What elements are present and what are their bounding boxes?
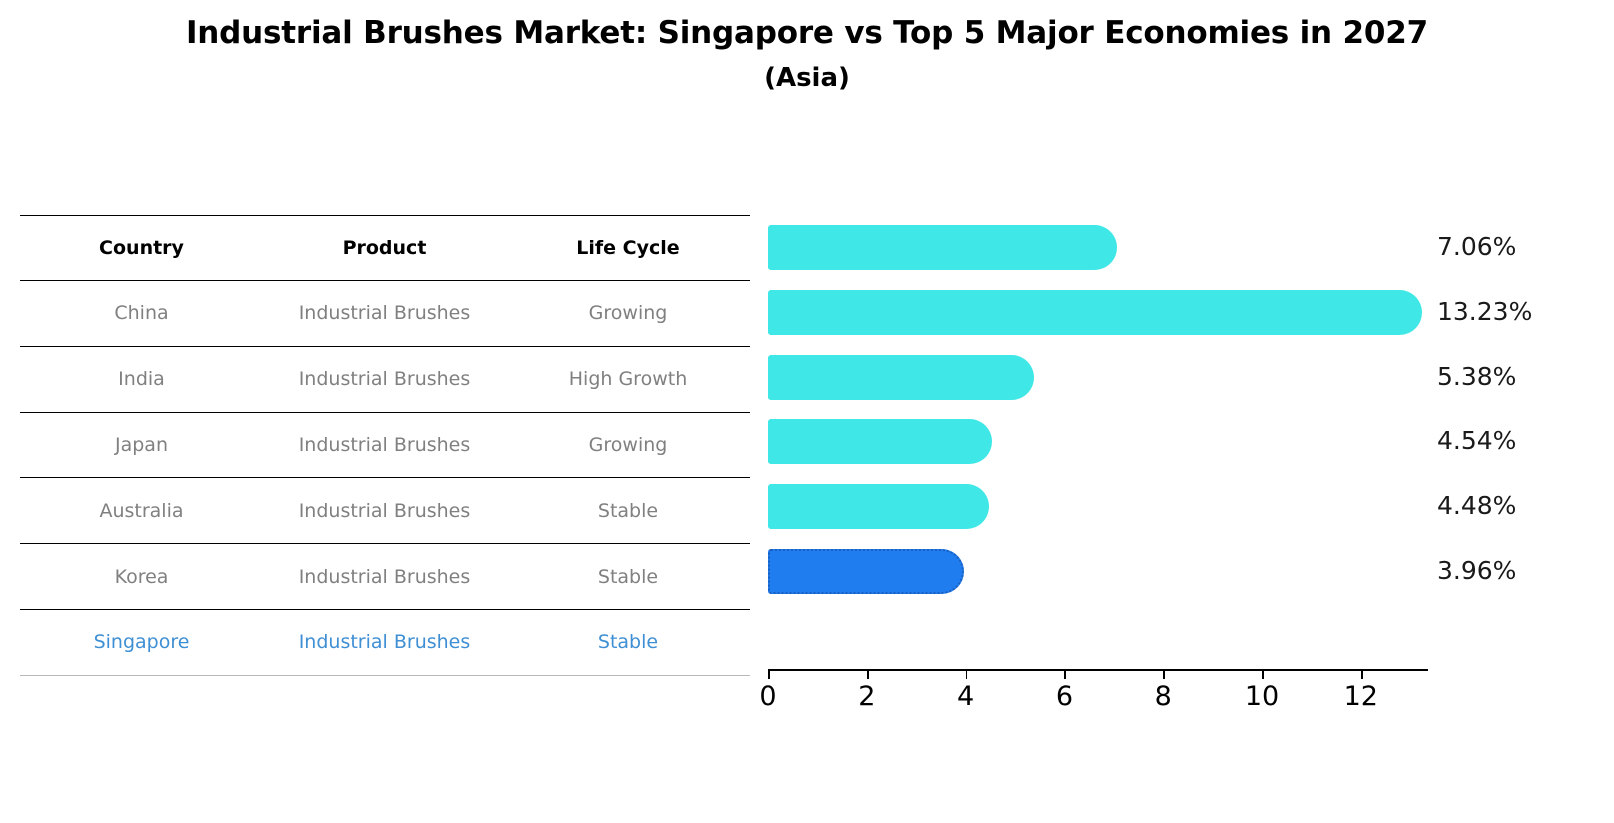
cell-product: Industrial Brushes <box>263 346 506 413</box>
bar-india[interactable] <box>768 289 1422 335</box>
x-axis-tick-label: 0 <box>759 681 777 712</box>
cell-product: Industrial Brushes <box>263 543 506 610</box>
cell-country: Japan <box>20 412 263 479</box>
bar-row: 4.48% <box>768 474 1516 539</box>
x-axis-tick-label: 6 <box>1055 681 1073 712</box>
bar-value-label: 7.06% <box>1437 232 1517 261</box>
cell-life-cycle: Stable <box>506 543 750 610</box>
x-axis-tick <box>1360 671 1363 679</box>
cell-life-cycle: Growing <box>506 280 750 347</box>
cell-country: Australia <box>20 477 263 545</box>
x-axis-tick <box>1064 671 1067 679</box>
market-table: Country Product Life Cycle China Industri… <box>20 215 750 676</box>
plot-area: 7.06% 13.23% 5.38% 4.54% 4.48% 3.96% <box>768 215 1532 669</box>
bar-japan[interactable] <box>768 354 1034 400</box>
table-header: Country Product Life Cycle <box>20 215 750 281</box>
bar-korea[interactable] <box>768 484 990 530</box>
cell-country: Singapore <box>20 609 263 676</box>
bar-value-label: 5.38% <box>1437 361 1517 391</box>
cell-product: Industrial Brushes <box>263 609 506 676</box>
table-header-row: Country Product Life Cycle <box>20 215 750 281</box>
x-axis-tick-label: 10 <box>1244 681 1280 712</box>
x-axis-tick-label: 2 <box>858 681 876 712</box>
table-row: Korea Industrial Brushes Stable <box>20 543 750 610</box>
chart-title-block: Industrial Brushes Market: Singapore vs … <box>0 10 1614 100</box>
x-axis-tick-label: 12 <box>1343 681 1378 712</box>
cell-life-cycle: Stable <box>506 609 750 676</box>
cell-product: Industrial Brushes <box>263 412 506 479</box>
cell-product: Industrial Brushes <box>263 280 506 347</box>
bar-value-label: 4.54% <box>1437 426 1517 456</box>
cell-product: Industrial Brushes <box>263 477 506 545</box>
table-body: China Industrial Brushes Growing India Indus… <box>20 280 750 676</box>
column-header-product: Product <box>263 215 506 281</box>
column-header-country: Country <box>20 215 263 281</box>
chart-title-line-1: Industrial Brushes Market: Singapore vs … <box>185 15 1429 51</box>
table-row: Singapore Industrial Brushes Stable <box>20 609 750 676</box>
bar-china[interactable] <box>768 225 1117 270</box>
cell-country: Korea <box>20 543 263 610</box>
bar-value-label: 13.23% <box>1437 296 1533 326</box>
table-row: Japan Industrial Brushes Growing <box>20 412 750 479</box>
bar-row: 4.54% <box>768 409 1516 474</box>
cell-life-cycle: Stable <box>506 477 750 545</box>
cell-country: India <box>20 346 263 413</box>
table-row: India Industrial Brushes High Growth <box>20 346 750 413</box>
bar-row: 13.23% <box>768 280 1532 345</box>
bar-value-label: 3.96% <box>1437 556 1517 585</box>
x-axis-tick-label: 8 <box>1154 681 1172 712</box>
bar-chart-panel: 7.06% 13.23% 5.38% 4.54% 4.48% 3.96% 0 2 4 6 8 10 1… <box>759 215 1568 712</box>
table-row: China Industrial Brushes Growing <box>20 280 750 347</box>
cell-life-cycle: Growing <box>506 412 750 479</box>
market-table-panel: Country Product Life Cycle China Industri… <box>20 215 750 676</box>
bar-value-label: 4.48% <box>1437 491 1517 521</box>
x-axis-tick-label: 4 <box>957 681 975 712</box>
x-axis-tick <box>1262 671 1264 679</box>
cell-country: China <box>20 280 263 347</box>
bar-row: 3.96% <box>768 539 1516 604</box>
x-axis-tick <box>965 671 968 679</box>
x-axis-tick <box>768 671 770 679</box>
x-axis-line <box>768 669 1428 672</box>
x-axis-tick <box>1163 671 1165 679</box>
bar-row: 5.38% <box>768 345 1516 410</box>
chart-title-line-2: (Asia) <box>764 63 850 93</box>
bar-row: 7.06% <box>768 215 1516 280</box>
table-row: Australia Industrial Brushes Stable <box>20 477 750 545</box>
cell-life-cycle: High Growth <box>506 346 750 413</box>
bar-singapore[interactable] <box>768 549 964 594</box>
column-header-life-cycle: Life Cycle <box>506 215 750 281</box>
bar-australia[interactable] <box>768 419 993 465</box>
x-axis-tick <box>866 671 869 679</box>
